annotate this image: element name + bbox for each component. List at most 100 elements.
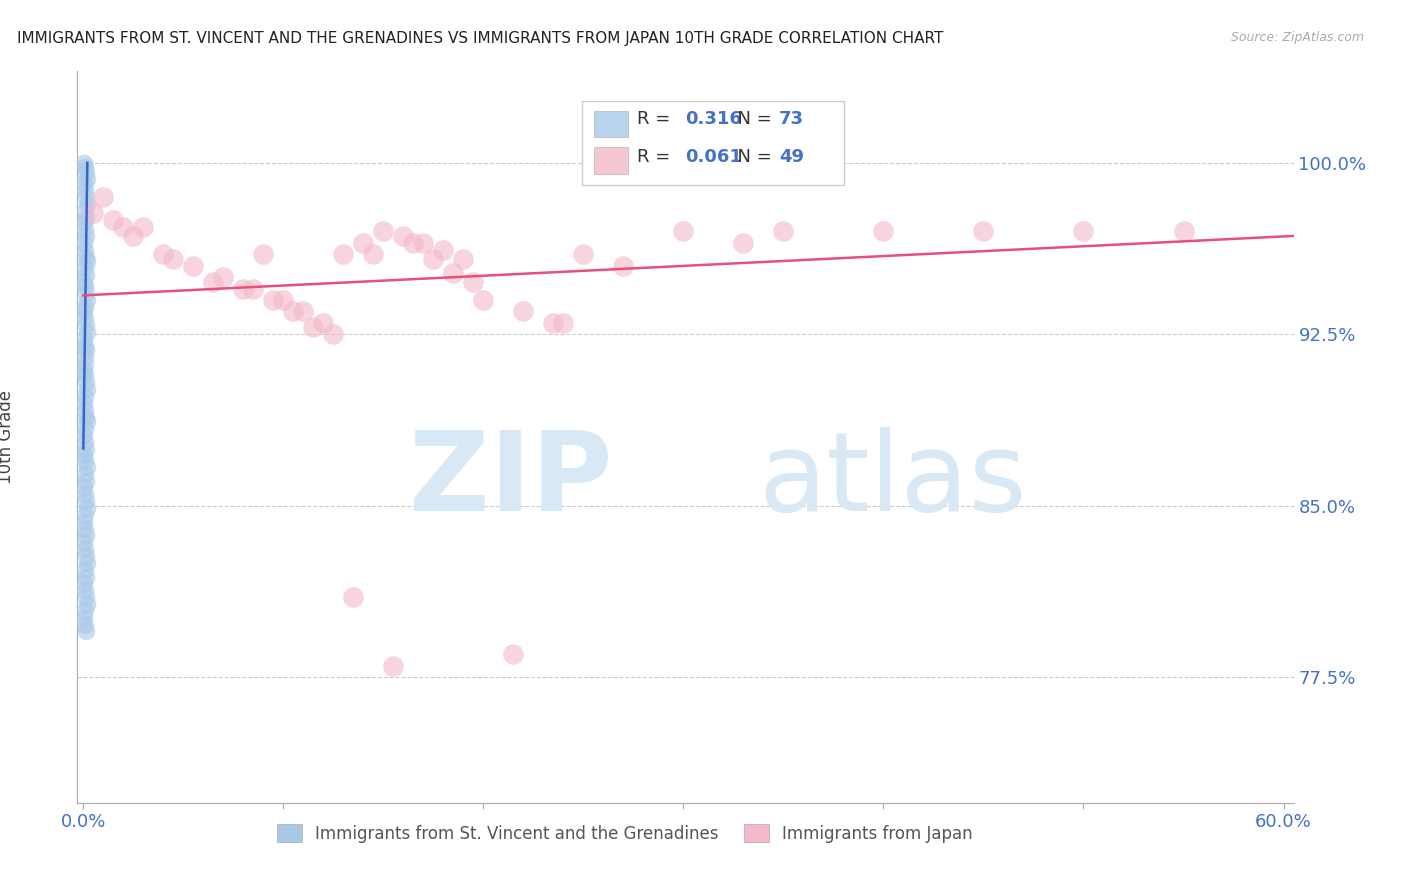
Point: [402, 235, 425, 250]
Point: [162, 252, 184, 266]
Point: [75, 617, 97, 632]
Point: [75, 409, 97, 424]
Point: [232, 281, 254, 295]
Point: [73, 427, 96, 442]
Point: [75, 161, 97, 175]
Text: Source: ZipAtlas.com: Source: ZipAtlas.com: [1230, 31, 1364, 45]
Point: [543, 316, 565, 330]
Point: [76, 459, 98, 474]
Point: [76, 414, 98, 428]
Point: [363, 247, 385, 261]
Point: [73, 260, 96, 275]
Point: [382, 658, 405, 673]
Point: [75, 311, 97, 326]
Text: 0.316: 0.316: [686, 110, 742, 128]
Point: [453, 252, 475, 266]
Text: 0.061: 0.061: [686, 148, 742, 166]
Point: [75, 222, 97, 236]
Point: [73, 177, 96, 191]
Point: [502, 647, 524, 661]
Point: [75, 402, 97, 417]
Point: [75, 549, 97, 563]
Point: [73, 389, 96, 403]
Point: [422, 252, 444, 266]
Text: R =: R =: [637, 110, 676, 128]
Point: [75, 528, 97, 542]
Text: N =: N =: [725, 148, 778, 166]
Point: [76, 500, 98, 515]
Point: [75, 286, 97, 301]
Point: [103, 213, 125, 227]
Text: 73: 73: [779, 110, 804, 128]
Point: [73, 563, 96, 577]
Point: [75, 487, 97, 501]
Point: [352, 235, 374, 250]
Point: [312, 316, 335, 330]
FancyBboxPatch shape: [595, 147, 628, 174]
Point: [73, 604, 96, 618]
Point: [75, 318, 97, 332]
Text: N =: N =: [725, 110, 778, 128]
Point: [612, 259, 634, 273]
Point: [73, 396, 96, 410]
Point: [463, 275, 485, 289]
Point: [76, 197, 98, 211]
Point: [75, 165, 97, 179]
Text: ZIP: ZIP: [409, 427, 613, 534]
Point: [292, 304, 315, 318]
Point: [75, 590, 97, 604]
Point: [82, 206, 104, 220]
Point: [73, 515, 96, 529]
Point: [273, 293, 295, 307]
Point: [75, 474, 97, 488]
Y-axis label: 10th Grade: 10th Grade: [0, 390, 15, 484]
Point: [76, 556, 98, 570]
Point: [75, 494, 97, 508]
Point: [73, 203, 96, 218]
Point: [302, 320, 325, 334]
Point: [432, 243, 454, 257]
Point: [73, 448, 96, 462]
Point: [75, 190, 97, 204]
Point: [75, 183, 97, 197]
Point: [91, 190, 114, 204]
Point: [472, 293, 495, 307]
Point: [75, 583, 97, 598]
Point: [75, 624, 97, 639]
Point: [283, 304, 305, 318]
Point: [73, 275, 96, 289]
Point: [332, 247, 354, 261]
Point: [75, 569, 97, 583]
Point: [76, 254, 98, 268]
Point: [73, 235, 96, 250]
Point: [75, 211, 97, 225]
Point: [202, 275, 225, 289]
Point: [73, 155, 96, 169]
Point: [75, 243, 97, 257]
Point: [733, 235, 755, 250]
Point: [73, 508, 96, 522]
Point: [75, 542, 97, 557]
Point: [342, 590, 364, 604]
Point: [183, 259, 205, 273]
Point: [73, 535, 96, 549]
Point: [132, 219, 155, 234]
Point: [75, 521, 97, 535]
Point: [75, 357, 97, 371]
Point: [73, 421, 96, 435]
Point: [73, 332, 96, 346]
Point: [553, 316, 575, 330]
Text: 49: 49: [779, 148, 804, 166]
Point: [76, 293, 98, 307]
Point: [122, 228, 145, 243]
Point: [872, 224, 894, 238]
Point: [73, 480, 96, 494]
Point: [76, 597, 98, 611]
Point: [76, 382, 98, 396]
Point: [73, 300, 96, 314]
Legend: Immigrants from St. Vincent and the Grenadines, Immigrants from Japan: Immigrants from St. Vincent and the Gren…: [270, 818, 979, 849]
Point: [75, 375, 97, 389]
Point: [572, 247, 595, 261]
Point: [73, 304, 96, 318]
Point: [1173, 224, 1195, 238]
